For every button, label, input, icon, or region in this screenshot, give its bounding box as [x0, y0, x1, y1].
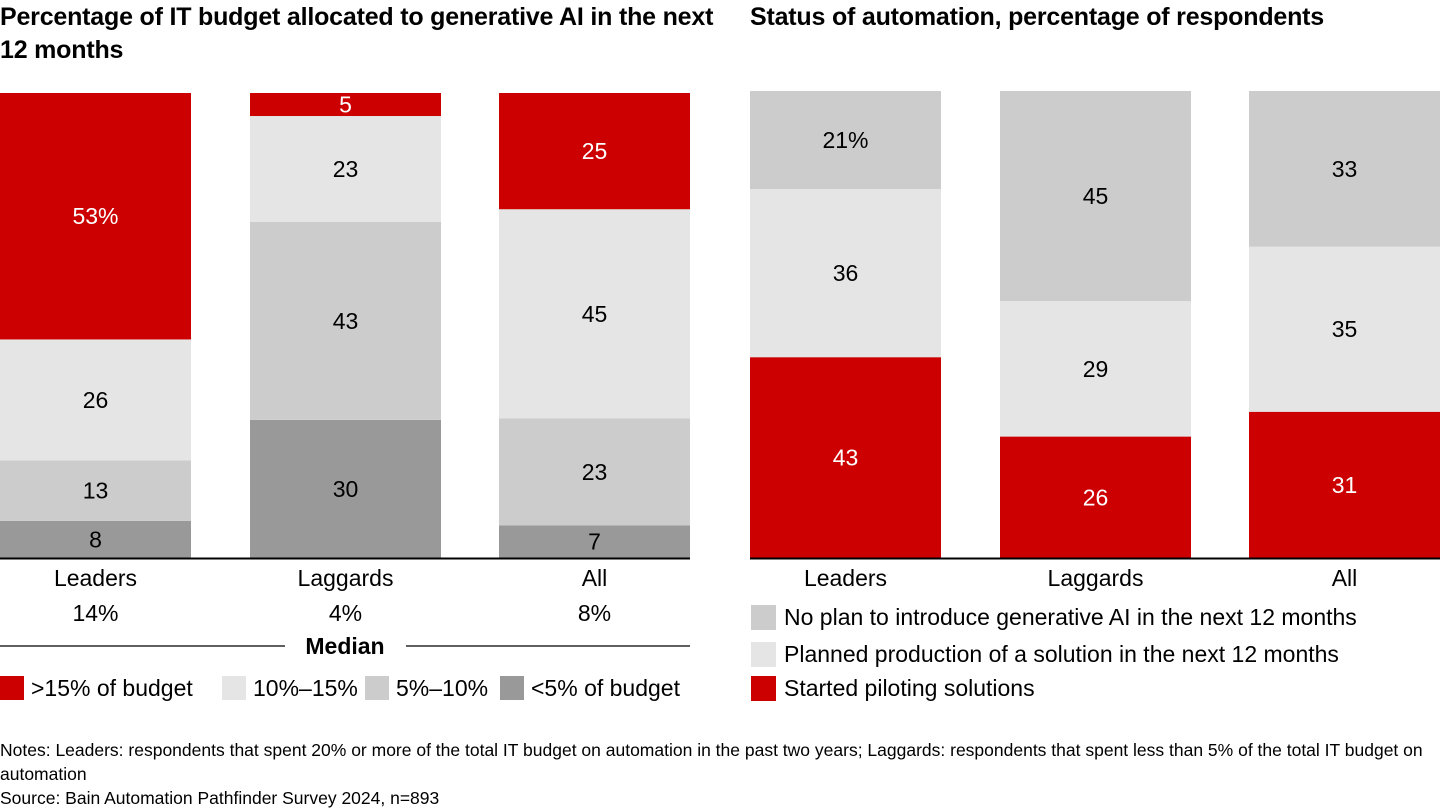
data-label: 43: [333, 308, 359, 334]
legend-swatch: [0, 676, 24, 700]
median-value-all: 8%: [578, 600, 611, 626]
category-label-laggards: Laggards: [298, 565, 394, 591]
data-label: 7: [588, 529, 601, 555]
bar-segment-leaders-2: [750, 91, 941, 190]
data-label: 36: [833, 260, 859, 286]
data-label: 5: [339, 92, 352, 118]
category-label-laggards: Laggards: [1048, 565, 1144, 591]
footnotes: Notes: Leaders: respondents that spent 2…: [0, 738, 1440, 810]
legend-label: No plan to introduce generative AI in th…: [784, 604, 1357, 630]
bar-segment-leaders-1: [750, 189, 941, 358]
legend-swatch: [222, 676, 246, 700]
bar-segment-laggards-0: [250, 419, 441, 558]
left-chart-title: Percentage of IT budget allocated to gen…: [0, 3, 714, 64]
legend-label: 10%–15%: [253, 675, 358, 701]
median-value-laggards: 4%: [329, 600, 362, 626]
data-label: 35: [1332, 316, 1358, 342]
data-label: 13: [83, 478, 109, 504]
legend-swatch: [751, 642, 776, 667]
bar-segment-all-2: [499, 209, 690, 419]
notes-text: Notes: Leaders: respondents that spent 2…: [0, 740, 1428, 784]
category-label-all: All: [1332, 565, 1358, 591]
legend-label: Planned production of a solution in the …: [784, 641, 1339, 667]
bar-segment-leaders-3: [0, 93, 191, 340]
data-label: 31: [1332, 472, 1358, 498]
bar-segment-all-0: [499, 525, 690, 558]
legend-label: Started piloting solutions: [784, 675, 1035, 701]
category-label-leaders: Leaders: [54, 565, 137, 591]
data-label: 8: [89, 526, 102, 552]
charts-canvas: 8 13 26 53% Leaders 14% 30 43 23 5 Laggards 4% 7 23 45…: [0, 91, 1440, 701]
data-label: 45: [582, 301, 608, 327]
legend-label: 5%–10%: [396, 675, 488, 701]
data-label: 33: [1332, 156, 1358, 182]
bar-segment-laggards-1: [1000, 301, 1191, 437]
median-value-leaders: 14%: [72, 600, 118, 626]
bar-segment-leaders-0: [0, 520, 191, 558]
category-label-all: All: [582, 565, 608, 591]
bar-segment-laggards-2: [250, 116, 441, 222]
budget-chart: 8 13 26 53% Leaders 14% 30 43 23 5 Laggards 4% 7 23 45…: [0, 92, 690, 701]
bar-segment-laggards-2: [1000, 91, 1191, 302]
legend-label: <5% of budget: [531, 675, 681, 701]
median-label: Median: [305, 633, 384, 659]
data-label: 26: [1083, 484, 1109, 510]
bar-segment-all-2: [1249, 91, 1440, 247]
data-label: 25: [582, 138, 608, 164]
legend-swatch: [751, 605, 776, 630]
bar-segment-all-3: [499, 93, 690, 210]
legend-swatch: [751, 676, 776, 701]
bar-segment-laggards-3: [250, 93, 441, 117]
bar-segment-all-1: [499, 418, 690, 526]
data-label: 26: [83, 387, 109, 413]
right-chart-title: Status of automation, percentage of resp…: [750, 3, 1324, 31]
data-label: 23: [333, 156, 359, 182]
data-label: 29: [1083, 356, 1109, 382]
automation-chart: 43 36 21% Leaders 26 29 45 Laggards 31 35 33 All No …: [750, 91, 1440, 701]
data-label: 43: [833, 445, 859, 471]
data-label: 45: [1083, 183, 1109, 209]
bar-segment-laggards-1: [250, 221, 441, 420]
bar-segment-all-1: [1249, 246, 1440, 412]
data-label: 23: [582, 459, 608, 485]
bar-segment-laggards-0: [1000, 436, 1191, 558]
data-label: 53%: [72, 203, 118, 229]
category-label-leaders: Leaders: [804, 565, 887, 591]
source-text: Source: Bain Automation Pathfinder Surve…: [0, 788, 440, 808]
legend-swatch: [500, 676, 524, 700]
legend-swatch: [365, 676, 389, 700]
bar-segment-leaders-0: [750, 357, 941, 558]
legend-label: >15% of budget: [31, 675, 193, 701]
bar-segment-leaders-2: [0, 339, 191, 461]
data-label: 30: [333, 476, 359, 502]
bar-segment-leaders-1: [0, 460, 191, 521]
data-label: 21%: [822, 127, 868, 153]
bar-segment-all-0: [1249, 411, 1440, 558]
